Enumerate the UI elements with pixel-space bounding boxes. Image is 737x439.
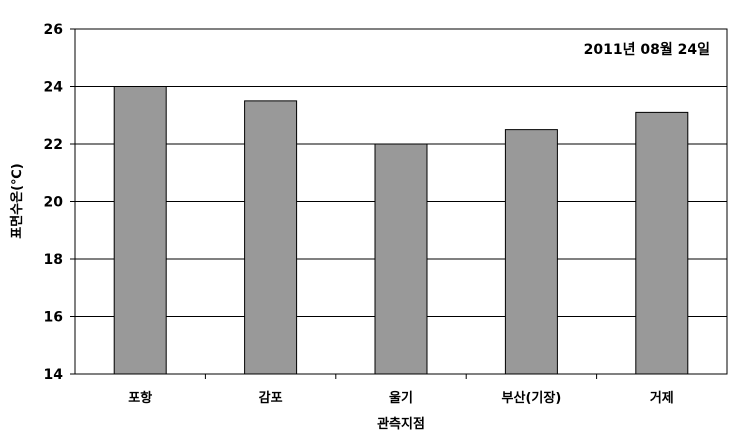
x-axis-labels: 포항 감포 울기 부산(기장) 거제	[128, 374, 674, 406]
y-axis-title: 표면수온(℃)	[9, 163, 25, 238]
x-axis-title: 관측지점	[377, 416, 425, 432]
bar	[504, 129, 558, 375]
bar	[635, 111, 689, 375]
y-tick-label: 26	[44, 22, 63, 38]
y-tick-label: 14	[44, 367, 64, 383]
y-tick-label: 24	[44, 80, 64, 96]
chart-annotation: 2011년 08월 24일	[584, 41, 710, 58]
y-tick-label: 22	[44, 137, 63, 153]
y-tick-label: 16	[44, 310, 63, 326]
y-tick-label: 20	[44, 195, 64, 211]
bar	[244, 100, 298, 375]
y-axis-ticks: 14 16 18 20 22 24 26	[44, 22, 75, 383]
bars	[113, 86, 689, 375]
x-category-label: 거제	[650, 391, 674, 406]
x-category-label: 포항	[128, 390, 152, 406]
bar	[374, 143, 428, 375]
x-category-label: 감포	[259, 391, 283, 406]
bar	[113, 86, 167, 375]
x-category-label: 부산(기장)	[502, 390, 562, 406]
y-tick-label: 18	[44, 252, 63, 268]
x-category-label: 울기	[389, 390, 413, 406]
